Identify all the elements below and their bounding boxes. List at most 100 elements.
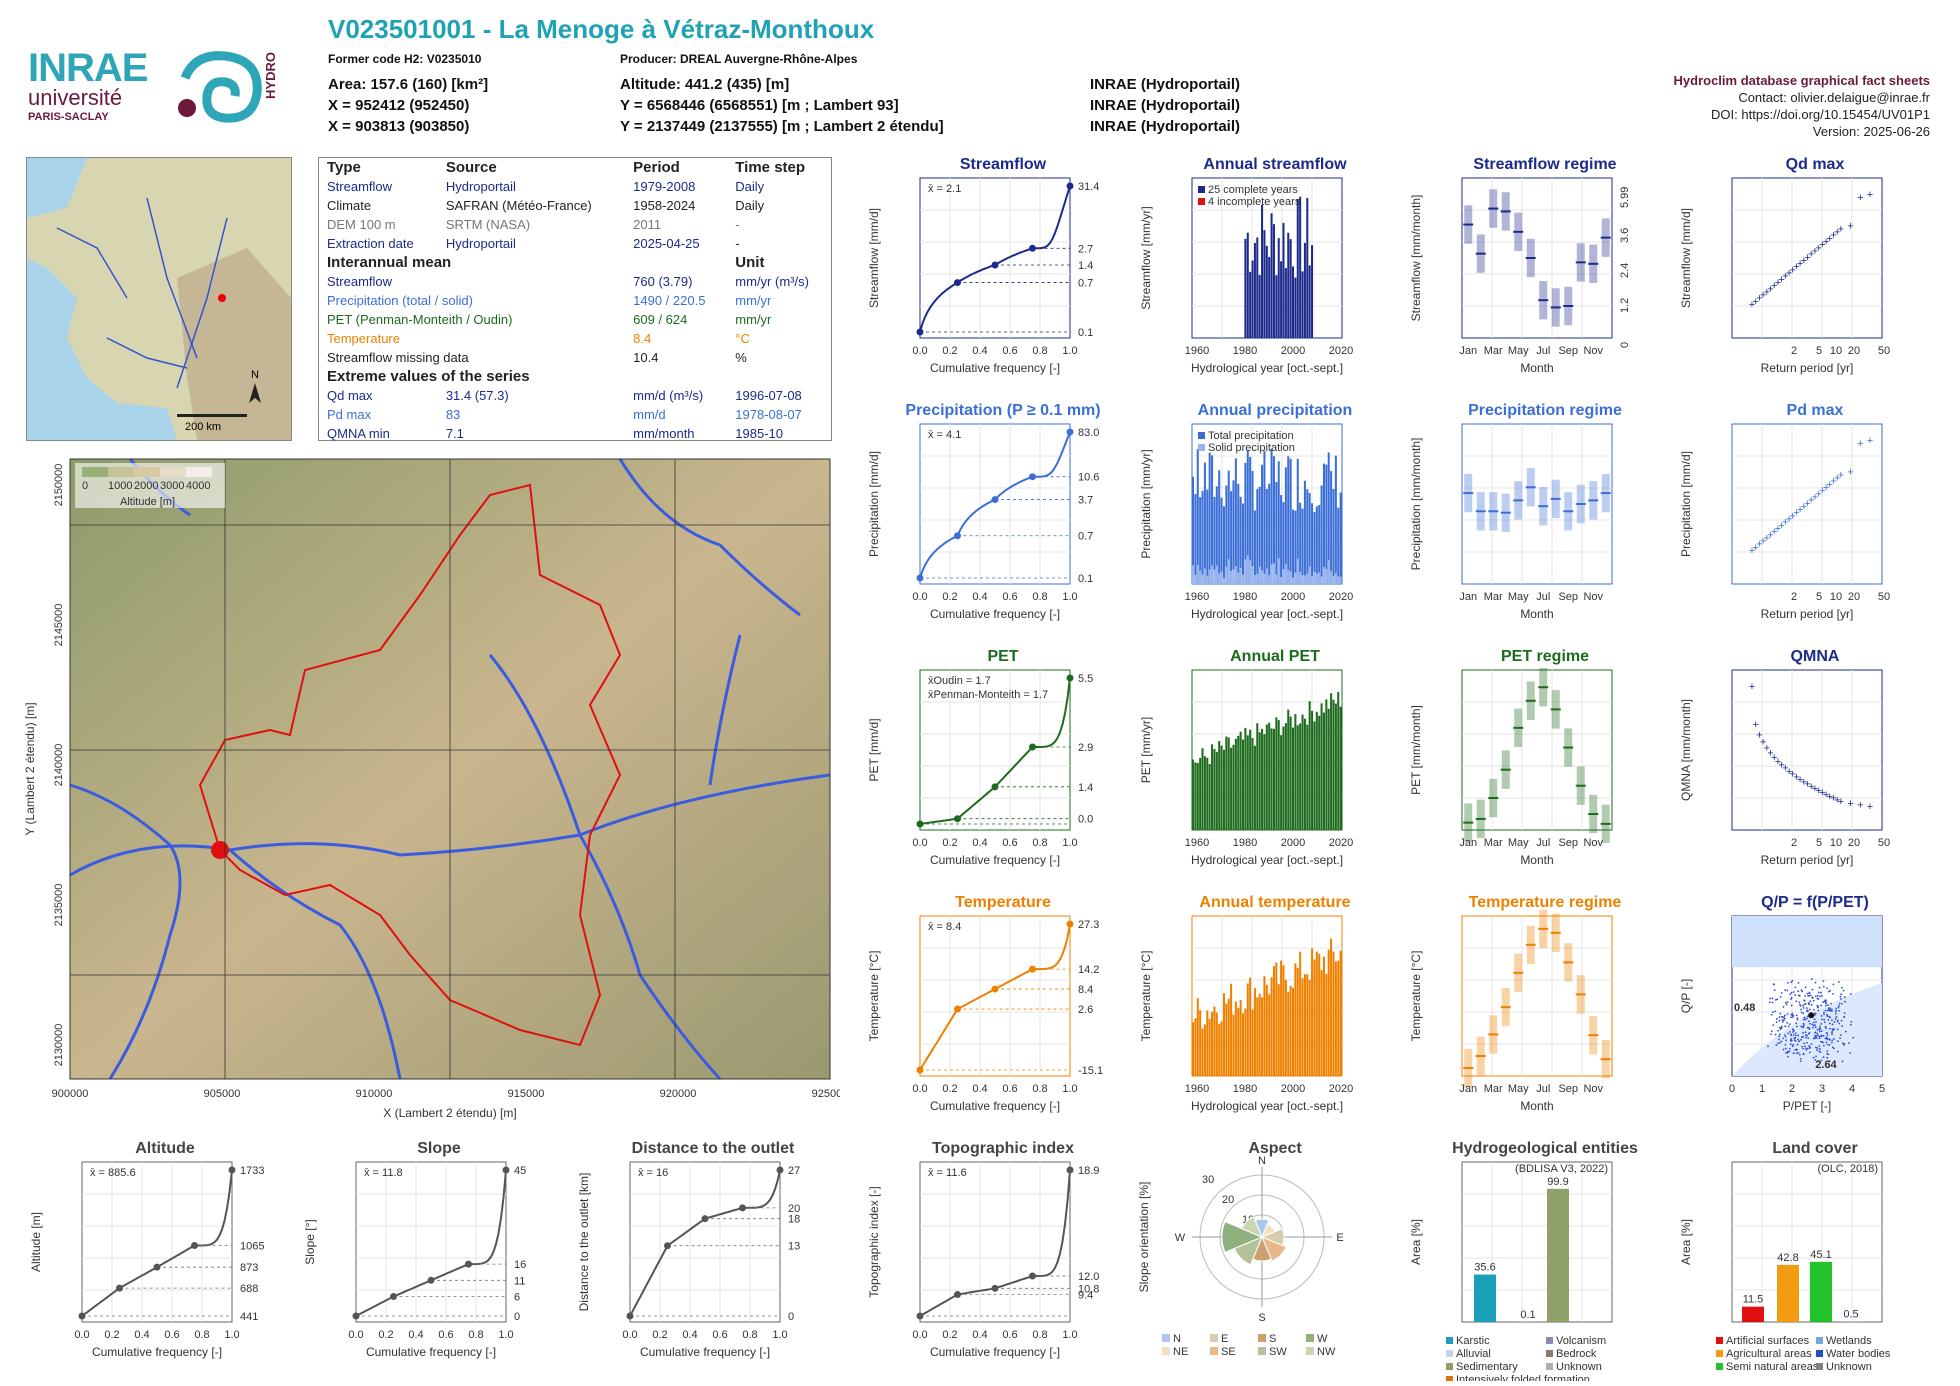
bar [1301,714,1304,830]
bar [1196,762,1199,830]
bar [1311,948,1314,1076]
bar [1294,714,1297,830]
bar-solid [1192,565,1195,584]
x-axis-label: Month [1520,1099,1553,1113]
x-tick: 0.8 [1032,591,1047,603]
legend-label: Karstic [1456,1335,1490,1347]
aspect-sector [1261,1236,1287,1262]
return-period-point: + [1760,536,1766,548]
x-tick: Mar [1484,345,1503,357]
bar [1246,735,1249,830]
y-axis-label: Precipitation [mm/month] [1409,438,1423,571]
qp-point [1809,1000,1812,1003]
data-point [991,783,999,791]
bar [1199,497,1202,584]
bar [1303,480,1306,584]
chart-title: Temperature regime [1469,894,1622,911]
qp-point [1793,1039,1796,1042]
qp-point [1816,1005,1819,1008]
qp-point [1826,1050,1829,1053]
info-row-cell-2: 2011 [633,217,662,232]
bar [1225,736,1228,830]
qp-point [1806,1010,1809,1013]
x-tick: 2020 [1329,591,1353,603]
return-period-point: + [1778,274,1784,286]
bar [1303,974,1306,1076]
interannual-row: PET (Penman-Monteith / Oudin) 609 / 624 mm… [319,310,831,329]
bar [1263,976,1266,1076]
bar [1196,448,1199,584]
bar-solid [1222,577,1225,584]
qp-point [1820,1004,1823,1007]
bar-label: 0.1 [1520,1309,1535,1321]
quantile-label: 20 [788,1203,800,1215]
qp-point [1792,1034,1795,1036]
qp-point [1785,1003,1788,1006]
bar [1287,232,1290,338]
legend-swatch [1198,432,1205,439]
data-point [916,328,924,336]
qp-point [1826,1043,1829,1046]
x-tick: 20 [1848,591,1860,603]
x-tick: 2000 [1281,837,1305,849]
bar [1325,699,1328,830]
qp-point [1784,989,1787,991]
qp-point [1826,1009,1829,1012]
quantile-label: 1.4 [1078,782,1093,794]
qp-point [1786,1001,1789,1003]
qp-x-label: 2.64 [1815,1059,1837,1071]
bar [1320,485,1323,584]
qp-point [1823,1021,1826,1024]
data-point [991,261,999,269]
x-tick: 0.6 [712,1329,727,1341]
bar-label: 35.6 [1474,1262,1495,1274]
qp-point [1771,1001,1774,1004]
qp-point [1803,1042,1805,1045]
qp-point [1774,998,1777,1001]
bar [1249,271,1252,338]
bar-solid [1313,571,1316,584]
bar [1272,456,1275,584]
qp-point [1825,1041,1828,1044]
bar [1199,757,1202,830]
return-period-point: + [1790,510,1796,522]
temperature_regime-panel: Temperature regime Temperature [°C] Month J… [1400,890,1665,1135]
legend-label: E [1221,1333,1228,1345]
legend-label: Volcanism [1556,1335,1606,1347]
topo-chart: Topographic index Topographic index [-] Cu… [867,1140,1099,1359]
quantile-label: 688 [240,1283,258,1295]
data-point [116,1284,123,1292]
bar [1261,728,1264,830]
x-tick: 10 [1830,591,1842,603]
qp-point [1814,1059,1817,1061]
return-period-point: + [1834,227,1840,239]
qp-point [1830,1008,1833,1011]
annual_streamflow-chart: Annual streamflow Streamflow [mm/yr] Hydro… [1139,156,1353,375]
bar [1284,723,1287,830]
source-note: (BDLISA V3, 2022) [1515,1163,1608,1175]
x-tick: 2020 [1329,345,1353,357]
return-period-point: + [1808,249,1814,261]
y-axis-label: Slope [°] [303,1219,317,1265]
y-lambert2: Y = 2137449 (2137555) [m ; Lambert 2 éte… [620,118,944,135]
bar [1327,949,1330,1076]
mean-label: x̄ = 11.8 [364,1167,403,1179]
temperature_regime-chart: Temperature regime Temperature [°C] Month J… [1409,894,1622,1113]
bar [1308,701,1311,830]
qp-point [1839,1034,1842,1036]
return-period-point: + [1771,280,1777,292]
qp-point [1838,1004,1840,1007]
qp-point [1786,1055,1789,1058]
qp-point [1797,982,1800,984]
data-point [1029,473,1036,481]
bar [1272,224,1275,338]
qp-point [1791,1045,1794,1048]
qp-point [1789,993,1792,996]
bar-solid [1272,563,1275,584]
qp-point [1838,1002,1841,1005]
qp-point [1835,1016,1838,1018]
qp-point [1812,1056,1815,1059]
bar [1299,951,1302,1076]
bar [1306,197,1309,338]
qp-point [1770,1030,1773,1033]
